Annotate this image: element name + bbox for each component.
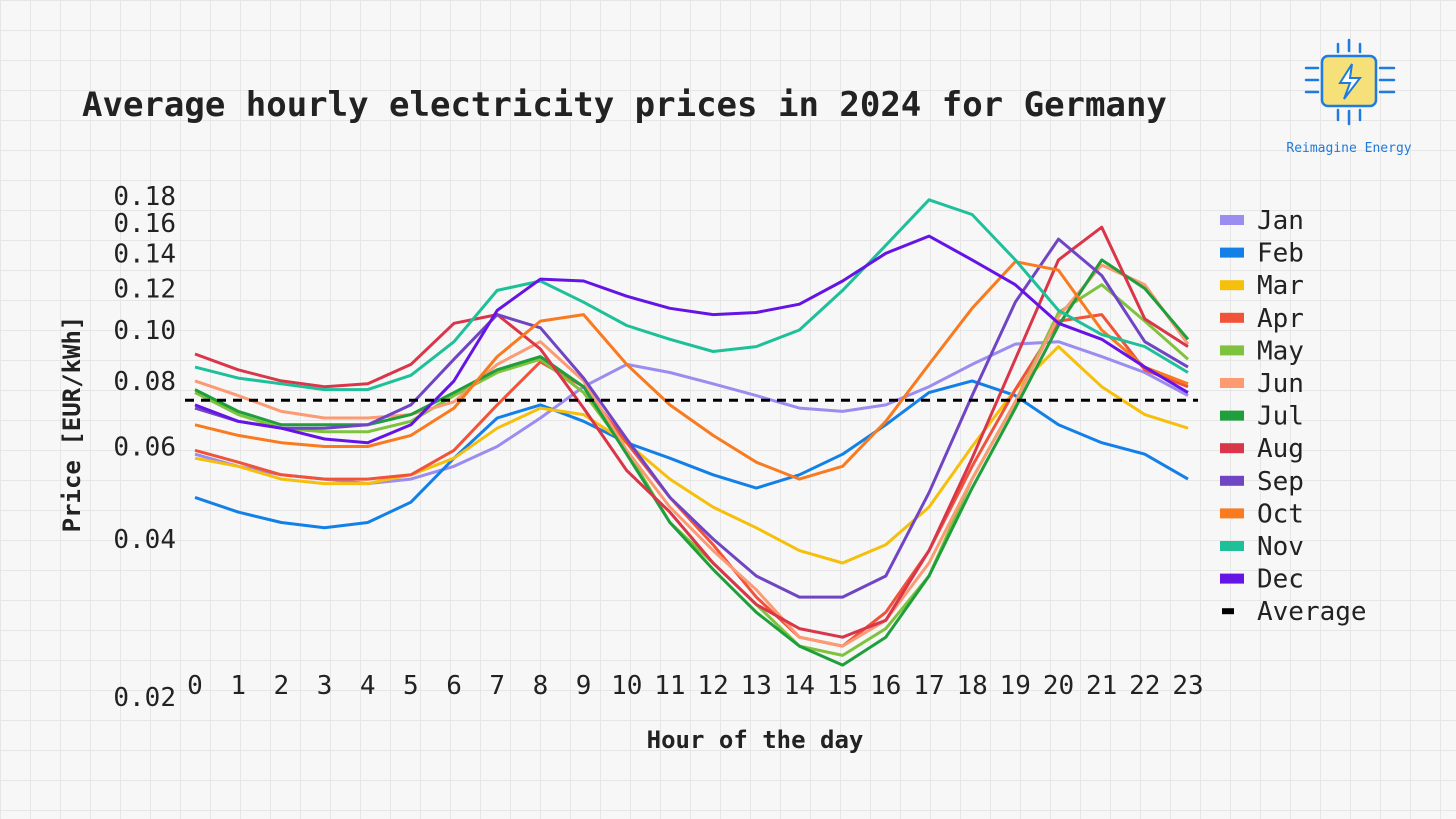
legend-label: Aug: [1257, 434, 1304, 464]
y-axis-ticks: 0.02 0.04 0.06 0.08 0.10 0.12 0.140.160.18: [113, 182, 176, 713]
legend-label: Dec: [1257, 565, 1304, 595]
series-line-nov: [194, 198, 1189, 392]
series-line-feb: [194, 379, 1189, 530]
y-tick-label: 0.08: [113, 367, 176, 397]
legend-swatch: [1220, 215, 1244, 225]
y-tick-label: 0.16: [113, 209, 176, 239]
series-line-dec: [194, 234, 1189, 445]
x-tick-label: 4: [360, 671, 376, 701]
x-tick-label: 3: [317, 671, 333, 701]
x-tick-label: 2: [274, 671, 290, 701]
x-tick-label: 8: [533, 671, 549, 701]
x-tick-label: 22: [1129, 671, 1160, 701]
y-tick-label: 0.18: [113, 182, 176, 212]
x-tick-label: 10: [611, 671, 642, 701]
y-tick-label: 0.04: [113, 525, 176, 555]
legend-item: Jul: [1220, 402, 1304, 432]
x-tick-label: 19: [1000, 671, 1031, 701]
legend-label: Mar: [1257, 271, 1304, 301]
legend-item: May: [1220, 336, 1304, 366]
x-axis-label: Hour of the day: [647, 726, 864, 754]
legend-swatch: [1220, 247, 1244, 258]
legend-label: Sep: [1257, 467, 1304, 497]
y-tick-label: 0.14: [113, 239, 176, 269]
legend: JanFebMarAprMayJunJulAugSepOctNovDecAver…: [1220, 206, 1367, 627]
legend-item: Jun: [1220, 369, 1304, 399]
legend-item: Average: [1222, 597, 1367, 627]
x-tick-label: 23: [1172, 671, 1203, 701]
legend-swatch: [1220, 410, 1244, 421]
series-line-mar: [194, 345, 1189, 565]
y-axis-label: Price [EUR/kWh]: [58, 316, 86, 533]
brand-name: Reimagine Energy: [1286, 141, 1411, 156]
series-line-jul: [194, 258, 1190, 667]
legend-swatch: [1220, 443, 1244, 454]
brand-logo: Reimagine Energy: [1286, 38, 1412, 156]
x-tick-label: 16: [870, 671, 901, 701]
x-tick-label: 21: [1086, 671, 1117, 701]
x-tick-label: 1: [230, 671, 246, 701]
y-tick-label: 0.12: [113, 274, 176, 304]
series-line-oct: [194, 260, 1189, 481]
x-tick-label: 15: [827, 671, 858, 701]
series-lines: [194, 198, 1190, 667]
x-tick-label: 17: [913, 671, 944, 701]
x-axis-ticks: 0 1 2 3 4 5 6 7 8 9 10 11 12 13 14 15 16 17 18 19 20 21 22 23: [187, 671, 1203, 701]
x-tick-label: 20: [1043, 671, 1074, 701]
legend-swatch: [1222, 608, 1234, 615]
legend-item: Oct: [1220, 499, 1304, 529]
legend-swatch: [1220, 573, 1244, 584]
legend-item: Aug: [1220, 434, 1304, 464]
legend-item: Dec: [1220, 565, 1304, 595]
legend-swatch: [1220, 541, 1244, 551]
legend-label: Feb: [1257, 239, 1304, 269]
legend-label: Apr: [1257, 304, 1304, 334]
legend-item: Sep: [1220, 467, 1304, 497]
series-line-jun: [194, 263, 1190, 648]
legend-label: Jun: [1257, 369, 1304, 399]
y-tick-label: 0.02: [113, 683, 176, 713]
legend-label: Jan: [1257, 206, 1304, 236]
legend-swatch: [1220, 378, 1244, 388]
legend-label: Nov: [1257, 532, 1304, 562]
legend-swatch: [1220, 508, 1244, 519]
x-tick-label: 18: [956, 671, 987, 701]
legend-label: Jul: [1257, 402, 1304, 432]
x-tick-label: 5: [403, 671, 419, 701]
x-tick-label: 14: [784, 671, 815, 701]
x-tick-label: 0: [187, 671, 203, 701]
series-line-may: [194, 283, 1189, 657]
x-tick-label: 6: [446, 671, 462, 701]
x-tick-label: 12: [697, 671, 728, 701]
series-line-aug: [194, 225, 1189, 639]
chip-lightning-icon: [1304, 38, 1396, 126]
legend-label: May: [1257, 336, 1304, 366]
legend-swatch: [1220, 475, 1244, 486]
x-tick-label: 13: [741, 671, 772, 701]
legend-swatch: [1220, 312, 1244, 323]
x-tick-label: 11: [654, 671, 685, 701]
legend-item: Jan: [1220, 206, 1304, 236]
x-tick-label: 9: [576, 671, 592, 701]
legend-label: Average: [1257, 597, 1367, 627]
legend-item: Feb: [1220, 239, 1304, 269]
legend-label: Oct: [1257, 499, 1304, 529]
series-line-apr: [194, 313, 1189, 648]
legend-item: Mar: [1220, 271, 1304, 301]
x-tick-label: 7: [489, 671, 505, 701]
y-tick-label: 0.10: [113, 316, 176, 346]
legend-swatch: [1220, 280, 1244, 291]
chart-title: Average hourly electricity prices in 202…: [82, 85, 1167, 125]
y-tick-label: 0.06: [113, 433, 176, 463]
legend-item: Nov: [1220, 532, 1304, 562]
legend-swatch: [1220, 345, 1244, 356]
legend-item: Apr: [1220, 304, 1304, 334]
